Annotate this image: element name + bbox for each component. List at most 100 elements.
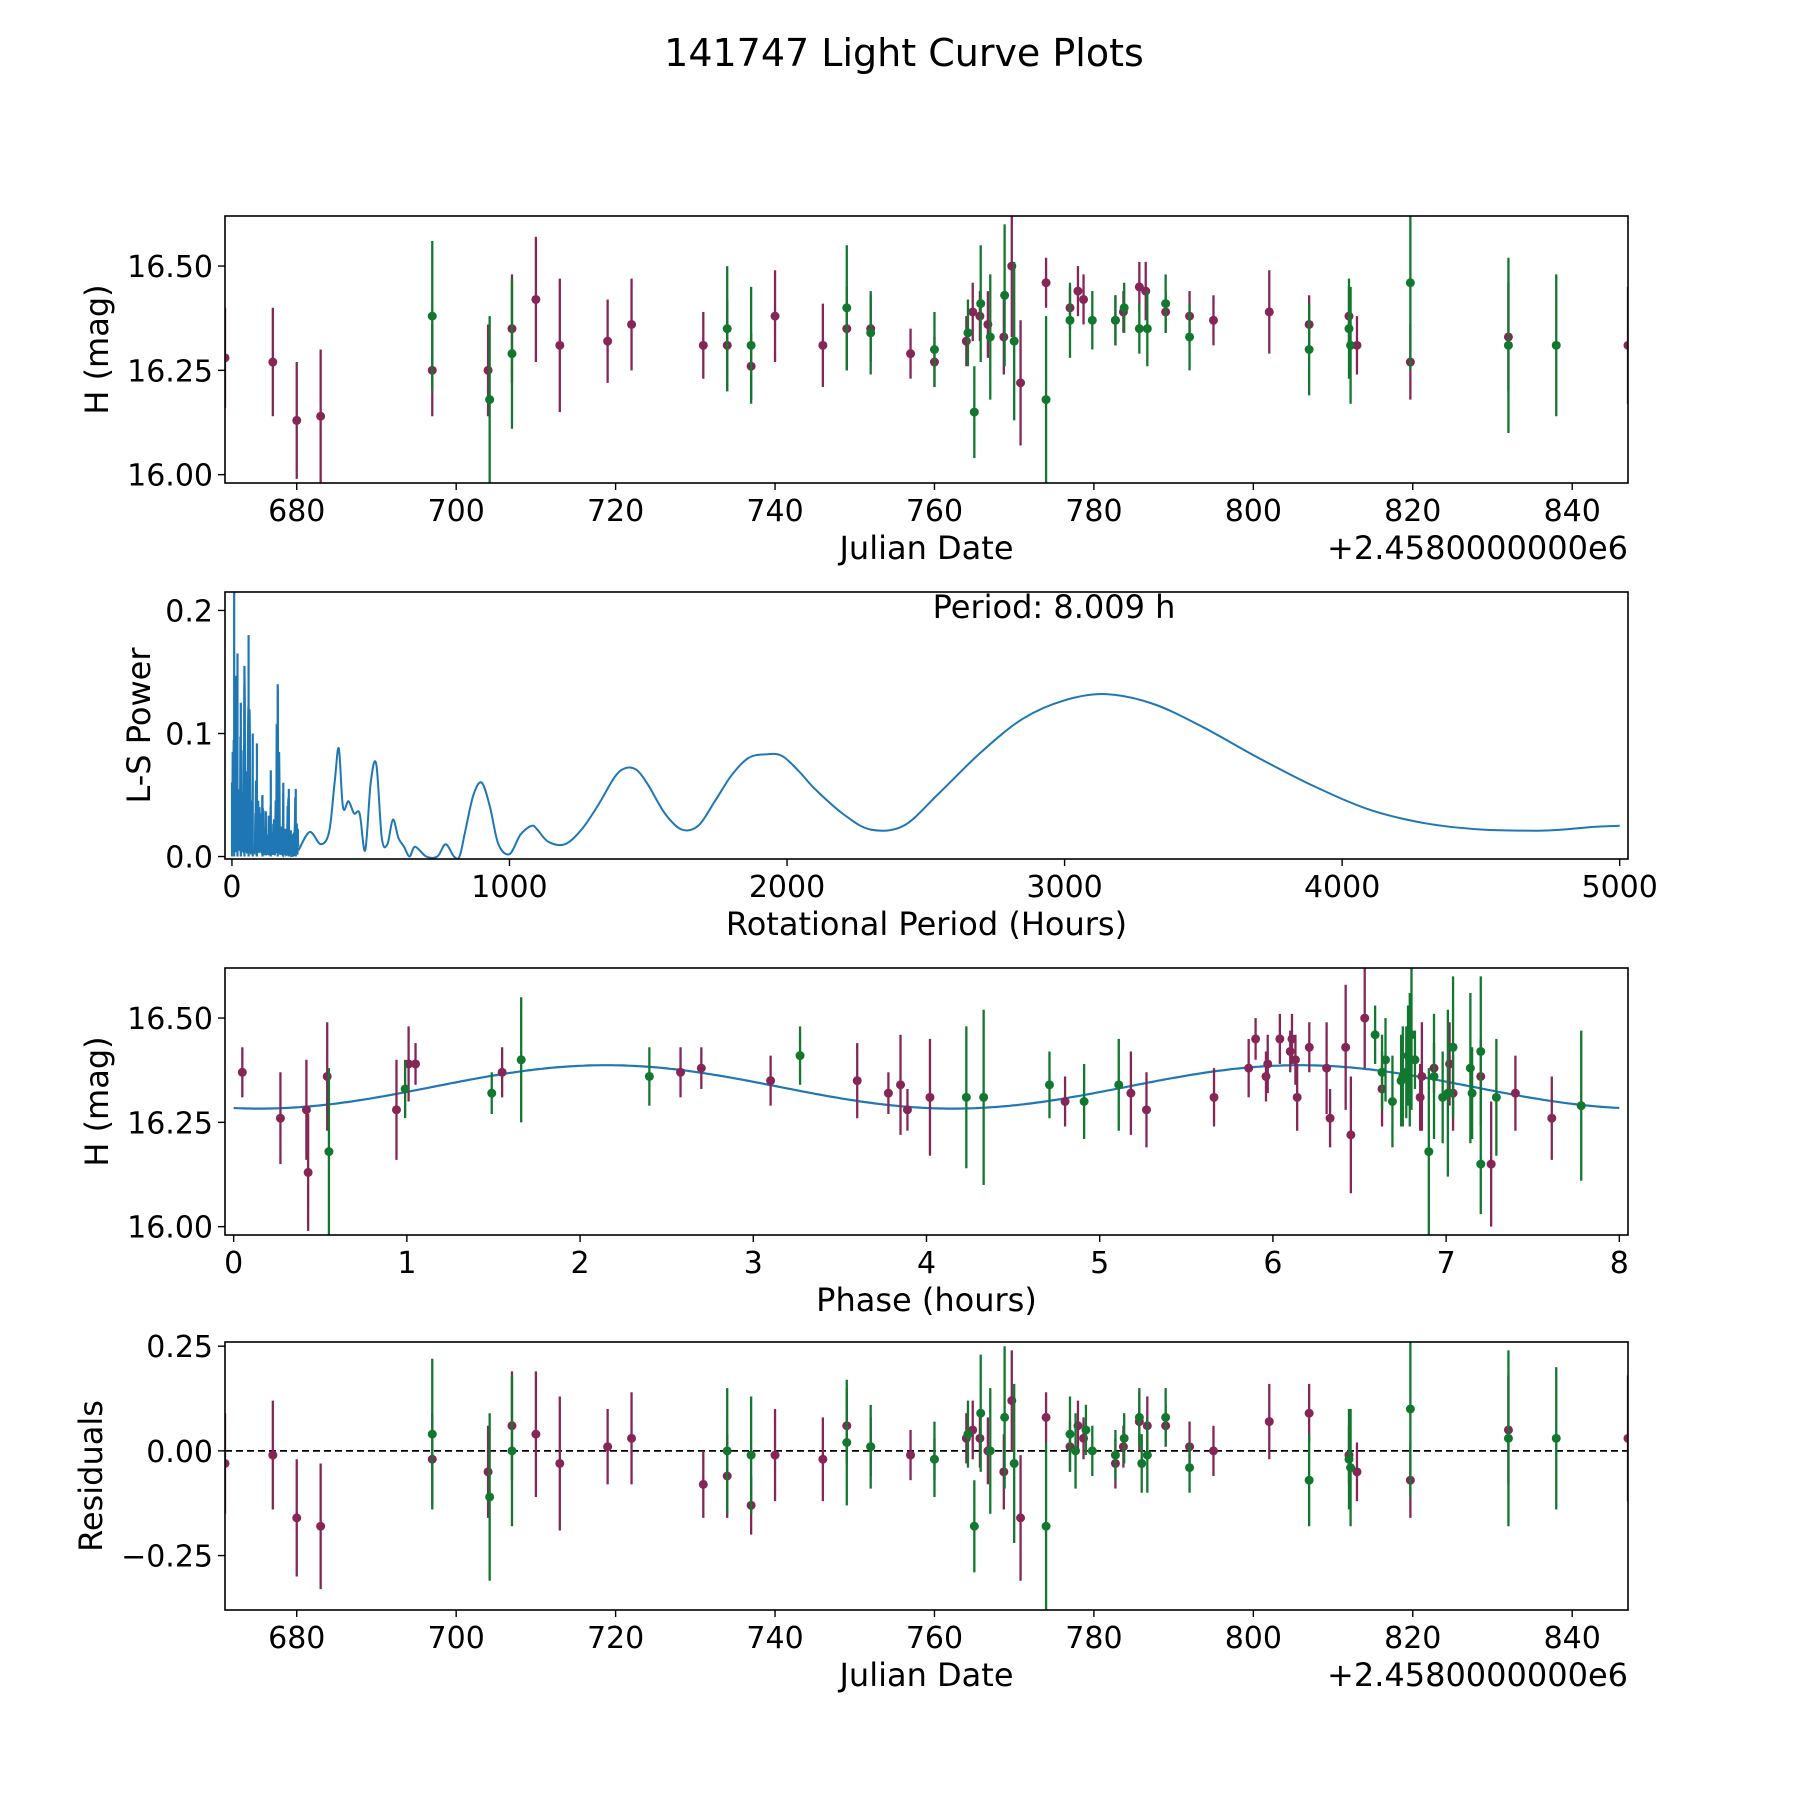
data-point-green (722, 1446, 732, 1456)
data-point-magenta (292, 1513, 302, 1523)
data-point-magenta (1322, 1063, 1332, 1073)
x-tick-label: 5000 (1581, 870, 1657, 905)
data-point-green (487, 1088, 497, 1098)
data-point-magenta (483, 1467, 493, 1477)
data-point-green (1142, 324, 1152, 334)
data-point-magenta (698, 1479, 708, 1489)
data-point-green (1406, 1030, 1416, 1040)
data-point-magenta (268, 1450, 278, 1460)
data-point-magenta (1415, 1092, 1425, 1102)
data-point-green (1377, 1067, 1387, 1077)
data-point-green (1137, 1458, 1147, 1468)
data-point-green (1087, 315, 1097, 325)
data-point-magenta (1417, 1071, 1427, 1081)
panel-residuals: Julian Date Residuals +2.4580000000e6 68… (72, 1330, 1629, 1694)
data-point-magenta (1141, 1105, 1151, 1115)
data-point-magenta (961, 336, 971, 346)
x-tick-label: 8 (1610, 1246, 1629, 1281)
data-point-green (1344, 1454, 1354, 1464)
x-tick-label: 1 (397, 1246, 416, 1281)
x-tick-label: 840 (1544, 1621, 1601, 1656)
data-point-green (866, 1442, 876, 1452)
data-point-green (866, 328, 876, 338)
data-point-magenta (292, 415, 302, 425)
data-point-green (985, 1446, 995, 1456)
data-point-magenta (968, 307, 978, 317)
data-point-magenta (906, 349, 916, 359)
data-point-magenta (603, 336, 613, 346)
y-tick-label: 0.00 (146, 1435, 213, 1470)
data-point-magenta (555, 340, 565, 350)
data-point-green (1071, 1446, 1081, 1456)
data-point-green (1114, 1080, 1124, 1090)
y-tick-label: 16.00 (127, 1211, 213, 1246)
data-point-magenta (531, 1429, 541, 1439)
data-point-magenta (411, 1059, 421, 1069)
x-tick-label: 3 (744, 1246, 763, 1281)
data-point-magenta (1079, 294, 1089, 304)
data-point-magenta (275, 1113, 285, 1123)
data-point-magenta (497, 1067, 507, 1077)
data-point-green (1405, 1404, 1415, 1414)
x-tick-label: 1000 (471, 870, 547, 905)
data-point-green (1576, 1101, 1586, 1111)
data-point-green (722, 324, 732, 334)
y-tick-label: 16.00 (127, 459, 213, 494)
data-point-magenta (883, 1088, 893, 1098)
data-point-green (969, 407, 979, 417)
residuals-x-offset-label: +2.4580000000e6 (1327, 1656, 1628, 1694)
data-point-green (985, 332, 995, 342)
data-point-magenta (1244, 1063, 1254, 1073)
data-point-green (1476, 1046, 1486, 1056)
data-point-magenta (1073, 286, 1083, 296)
phased-ylabel: H (mag) (78, 1036, 116, 1166)
data-point-green (1381, 1055, 1391, 1065)
data-point-magenta (531, 294, 541, 304)
data-point-magenta (301, 1105, 311, 1115)
x-tick-label: 0 (222, 870, 241, 905)
data-point-green (1110, 315, 1120, 325)
y-tick-label: 16.25 (127, 1106, 213, 1141)
data-point-magenta (1134, 282, 1144, 292)
data-point-green (507, 1446, 517, 1456)
x-tick-label: 720 (587, 494, 644, 529)
data-point-magenta (225, 1458, 230, 1468)
data-point-green (746, 1450, 756, 1460)
data-point-green (1344, 324, 1354, 334)
data-point-magenta (1209, 1092, 1219, 1102)
data-point-green (1009, 1458, 1019, 1468)
sinusoid-fit-line (233, 1064, 1620, 1110)
data-point-green (644, 1071, 654, 1081)
x-tick-label: 840 (1544, 494, 1601, 529)
data-point-green (1424, 1147, 1434, 1157)
lightcurve-xlabel: Julian Date (837, 529, 1013, 567)
data-point-green (1000, 290, 1010, 300)
y-tick-label: 16.25 (127, 354, 213, 389)
data-point-magenta (1208, 1446, 1218, 1456)
data-point-green (963, 1429, 973, 1439)
data-point-green (1134, 324, 1144, 334)
residuals-axes-frame (224, 1341, 1629, 1611)
data-point-magenta (906, 1450, 916, 1460)
data-point-magenta (1352, 1467, 1362, 1477)
data-point-magenta (627, 1433, 637, 1443)
lightcurve-axes-frame (224, 215, 1629, 484)
y-tick-label: 16.50 (127, 250, 213, 285)
data-point-magenta (391, 1105, 401, 1115)
data-point-magenta (818, 1454, 828, 1464)
data-point-magenta (1304, 1408, 1314, 1418)
residuals-ylabel: Residuals (72, 1400, 110, 1552)
lightcurve-plot-area (225, 216, 1628, 483)
data-point-magenta (1264, 1417, 1274, 1427)
data-point-magenta (1060, 1097, 1070, 1106)
lightcurve-ylabel: H (mag) (78, 284, 116, 414)
panel-periodogram: Rotational Period (Hours) L-S Power Peri… (120, 588, 1658, 943)
data-point-green (1387, 1097, 1397, 1106)
x-tick-label: 5 (1090, 1246, 1109, 1281)
data-point-magenta (555, 1458, 565, 1468)
data-point-green (1465, 1063, 1475, 1073)
data-point-magenta (1016, 378, 1026, 388)
x-tick-label: 2000 (749, 870, 825, 905)
x-tick-label: 680 (268, 494, 325, 529)
data-point-green (1551, 340, 1561, 350)
